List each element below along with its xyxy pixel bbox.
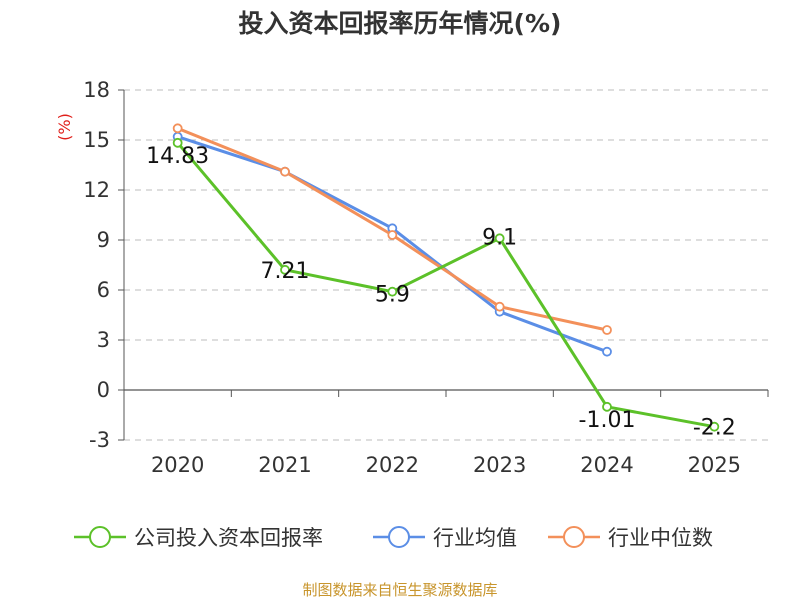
- legend-label: 行业中位数: [608, 526, 713, 550]
- data-point: [602, 325, 612, 335]
- legend[interactable]: 公司投入资本回报率 行业均值 行业中位数: [74, 526, 713, 550]
- data-label: -2.2: [693, 416, 736, 441]
- y-tick-label: 3: [97, 328, 110, 352]
- legend-item-2[interactable]: 行业中位数: [548, 526, 713, 550]
- data-point: [172, 137, 183, 148]
- series-line-0: [176, 141, 715, 429]
- data-point: [602, 401, 612, 412]
- data-point: [494, 301, 505, 312]
- data-point: [280, 264, 290, 275]
- x-tick-label: 2023: [473, 453, 526, 477]
- legend-item-1[interactable]: 行业均值: [373, 526, 517, 550]
- data-point: [709, 421, 720, 432]
- data-point: [602, 346, 612, 357]
- y-tick-label: 12: [83, 178, 110, 202]
- x-tick-label: 2021: [258, 453, 311, 477]
- data-point: [387, 230, 398, 240]
- legend-marker-icon: [89, 526, 111, 548]
- legend-item-0[interactable]: 公司投入资本回报率: [74, 526, 323, 550]
- data-label: 14.83: [146, 144, 209, 169]
- legend-marker-icon: [388, 526, 410, 548]
- series-points: [172, 123, 720, 432]
- x-axis: 2020 2021 2022 2023 2024 2025: [123, 389, 769, 477]
- chart-title: 投入资本回报率历年情况(%): [239, 9, 562, 38]
- y-axis-ticks: 18 15 12 9 6 3 0 -3: [83, 78, 125, 452]
- legend-label: 行业均值: [433, 526, 517, 550]
- x-tick-label: 2020: [151, 453, 204, 477]
- x-tick-label: 2025: [688, 453, 741, 477]
- y-tick-label: -3: [89, 428, 110, 452]
- x-tick-label: 2024: [580, 453, 633, 477]
- data-label: 5.9: [375, 283, 410, 308]
- x-tick-label: 2022: [366, 453, 419, 477]
- gridlines: [124, 89, 768, 441]
- legend-label: 公司投入资本回报率: [134, 526, 323, 550]
- data-point: [280, 166, 290, 177]
- y-tick-label: 15: [83, 128, 110, 152]
- data-label: 7.21: [261, 259, 310, 284]
- series-line-1: [177, 135, 608, 354]
- series-lines: [176, 126, 715, 429]
- legend-marker-icon: [563, 526, 585, 548]
- y-tick-label: 18: [83, 78, 110, 102]
- data-point: [387, 286, 398, 297]
- y-axis-unit: (%): [55, 113, 74, 141]
- source-note: 制图数据来自恒生聚源数据库: [302, 581, 497, 599]
- data-point: [172, 123, 183, 134]
- y-tick-label: 6: [97, 278, 110, 302]
- data-label: -1.01: [579, 408, 636, 433]
- data-label: 9.1: [482, 225, 517, 250]
- data-labels: 14.83 7.21 5.9 9.1 -1.01 -2.2: [146, 144, 736, 441]
- y-tick-label: 9: [97, 228, 110, 252]
- data-point: [494, 233, 505, 244]
- y-tick-label: 0: [97, 378, 110, 402]
